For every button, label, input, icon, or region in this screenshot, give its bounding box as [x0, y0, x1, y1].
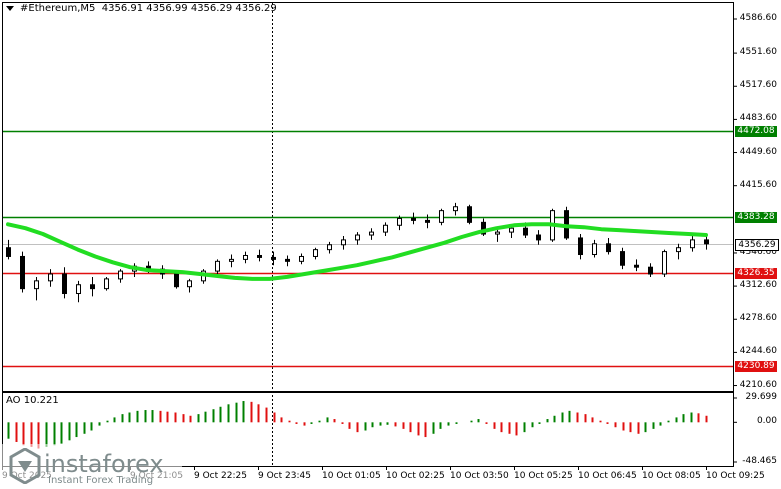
- candle-body: [425, 219, 430, 223]
- ao-tick-label: 0.00: [756, 416, 777, 427]
- candle-body: [299, 255, 304, 262]
- candle-body: [62, 273, 67, 295]
- candle-body: [662, 251, 667, 275]
- candle-body: [118, 270, 123, 280]
- candle-body: [327, 244, 332, 251]
- candle-body: [578, 237, 583, 256]
- candle-body: [271, 256, 276, 260]
- time-tick-label: 10 Oct 03:50: [450, 471, 509, 481]
- candle-body: [620, 251, 625, 266]
- candle-body: [523, 227, 528, 236]
- candle-body: [369, 231, 374, 236]
- candle-body: [257, 254, 262, 258]
- candle-body: [509, 227, 514, 233]
- candle-body: [481, 221, 486, 235]
- price-tick-label: 4312.60: [739, 280, 777, 291]
- ao-histogram-layer: [7, 401, 708, 449]
- candle-body: [439, 210, 444, 223]
- candle-body: [606, 243, 611, 253]
- candle-body: [592, 243, 597, 256]
- time-tick-label: 10 Oct 01:05: [322, 471, 381, 481]
- level-price-tag: 4326.35: [735, 267, 777, 279]
- candle-body: [355, 234, 360, 241]
- moving-average-line: [6, 222, 708, 281]
- time-tick-label: 10 Oct 05:25: [514, 471, 573, 481]
- ao-tick-label: -48.465: [742, 456, 777, 466]
- candle-body: [676, 247, 681, 253]
- ao-indicator-label: AO 10.221: [6, 395, 59, 406]
- price-tick-label: 4586.60: [739, 12, 777, 23]
- candle-body: [411, 217, 416, 221]
- time-tick-label: 10 Oct 06:45: [578, 471, 637, 481]
- price-tick-label: 4517.60: [739, 80, 777, 91]
- candle-body: [6, 247, 11, 257]
- candle-body: [90, 284, 95, 290]
- price-tick-label: 4244.60: [739, 346, 777, 357]
- candle-body: [285, 258, 290, 262]
- candle-body: [174, 273, 179, 288]
- level-price-tag: 4383.28: [735, 211, 777, 223]
- instaforex-logo-icon: [9, 448, 41, 484]
- candle-body: [467, 206, 472, 223]
- candle-body: [634, 264, 639, 268]
- symbol-dropdown-icon[interactable]: [6, 5, 14, 11]
- candle-body: [229, 258, 234, 262]
- ao-tick-label: 29.699: [745, 392, 778, 402]
- ohlc-readout: 4356.91 4356.99 4356.29 4356.29: [101, 3, 277, 14]
- time-tick-label: 10 Oct 02:25: [386, 471, 445, 481]
- candle-body: [453, 206, 458, 212]
- price-tick-label: 4210.60: [739, 379, 777, 390]
- price-tick-label: 4483.60: [739, 113, 777, 124]
- price-tick-label: 4415.60: [739, 179, 777, 190]
- chart-header: #Ethereum,M5 4356.91 4356.99 4356.29 435…: [6, 3, 277, 14]
- candles-layer: [6, 202, 709, 303]
- time-tick-label: 9 Oct 22:25: [194, 471, 247, 481]
- level-price-tag: 4230.89: [735, 360, 777, 372]
- current-price-tag: 4356.29: [735, 238, 779, 251]
- time-tick-label: 10 Oct 08:05: [642, 471, 701, 481]
- candle-body: [187, 280, 192, 288]
- candle-body: [243, 254, 248, 260]
- symbol-label: #Ethereum,M5: [20, 3, 96, 14]
- candle-body: [76, 284, 81, 295]
- main-panel-frame: [2, 2, 734, 392]
- time-tick-label: 9 Oct 23:45: [258, 471, 311, 481]
- moving-average-layer: [6, 222, 708, 281]
- candle-body: [48, 273, 53, 282]
- candle-body: [495, 231, 500, 235]
- watermark-brand: instaforex: [44, 450, 164, 478]
- oscillator-panel-frame: [2, 392, 734, 467]
- candle-body: [20, 255, 25, 290]
- price-tick-label: 4346.60: [739, 246, 777, 257]
- candle-body: [313, 249, 318, 257]
- price-tick-label: 4551.60: [739, 47, 777, 58]
- watermark-tagline: Instant Forex Trading: [48, 475, 154, 486]
- instaforex-watermark: instaforex Instant Forex Trading: [0, 444, 182, 489]
- candle-body: [383, 224, 388, 233]
- levels-layer: [3, 130, 733, 368]
- candle-body: [34, 280, 39, 290]
- candle-body: [341, 239, 346, 246]
- candle-body: [104, 278, 109, 290]
- candle-body: [215, 260, 220, 272]
- price-tick-label: 4278.60: [739, 313, 777, 324]
- candle-body: [690, 239, 695, 249]
- time-tick-label: 10 Oct 09:25: [706, 471, 765, 481]
- level-price-tag: 4472.08: [735, 125, 777, 137]
- candle-body: [704, 239, 709, 245]
- candle-body: [397, 217, 402, 226]
- candle-body: [536, 234, 541, 241]
- price-tick-label: 4449.60: [739, 146, 777, 157]
- candle-body: [648, 266, 653, 275]
